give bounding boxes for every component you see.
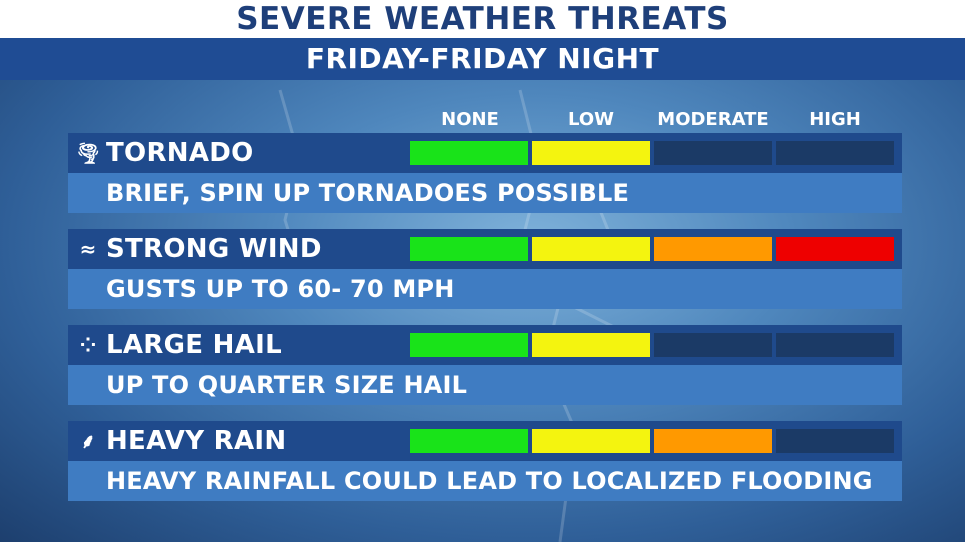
threat-meter: [410, 429, 894, 453]
threat-row-strong-wind: ≈ STRONG WIND GUSTS UP TO 60- 70 MPH: [68, 229, 902, 311]
meter-segment-none: [410, 237, 528, 261]
meter-segment-low: [532, 429, 650, 453]
threat-description-bar: BRIEF, SPIN UP TORNADOES POSSIBLE: [68, 173, 902, 213]
level-legend: NONE LOW MODERATE HIGH: [0, 108, 965, 132]
meter-segment-moderate: [654, 333, 772, 357]
threat-name: STRONG WIND: [106, 234, 322, 264]
level-label-none: NONE: [441, 109, 499, 130]
meter-segment-low: [532, 237, 650, 261]
threat-meter: [410, 333, 894, 357]
threat-description: UP TO QUARTER SIZE HAIL: [106, 371, 468, 399]
meter-segment-high: [776, 429, 894, 453]
meter-segment-high: [776, 141, 894, 165]
level-label-high: HIGH: [809, 109, 861, 130]
meter-segment-none: [410, 333, 528, 357]
hail-icon: ⁘: [79, 333, 97, 357]
threat-description-bar: HEAVY RAINFALL COULD LEAD TO LOCALIZED F…: [68, 461, 902, 501]
page-title: SEVERE WEATHER THREATS: [236, 1, 729, 37]
threat-description-bar: GUSTS UP TO 60- 70 MPH: [68, 269, 902, 309]
meter-segment-high: [776, 333, 894, 357]
wind-icon: ≈: [79, 237, 97, 261]
meter-segment-high: [776, 237, 894, 261]
threat-header: ⸙ HEAVY RAIN: [68, 421, 902, 461]
threat-name: TORNADO: [106, 138, 254, 168]
threat-description: GUSTS UP TO 60- 70 MPH: [106, 275, 455, 303]
threat-header: ≈ STRONG WIND: [68, 229, 902, 269]
subtitle-banner: FRIDAY-FRIDAY NIGHT: [0, 38, 965, 80]
threat-row-tornado: 🌪 TORNADO BRIEF, SPIN UP TORNADOES POSSI…: [68, 133, 902, 215]
level-label-low: LOW: [568, 109, 614, 130]
threat-name: HEAVY RAIN: [106, 426, 287, 456]
level-label-moderate: MODERATE: [657, 109, 769, 130]
meter-segment-none: [410, 429, 528, 453]
meter-segment-moderate: [654, 429, 772, 453]
threat-meter: [410, 237, 894, 261]
threat-header: 🌪 TORNADO: [68, 133, 902, 173]
meter-segment-moderate: [654, 141, 772, 165]
page-subtitle: FRIDAY-FRIDAY NIGHT: [305, 42, 660, 75]
meter-segment-low: [532, 141, 650, 165]
threat-header: ⁘ LARGE HAIL: [68, 325, 902, 365]
meter-segment-low: [532, 333, 650, 357]
threat-name: LARGE HAIL: [106, 330, 282, 360]
title-banner: SEVERE WEATHER THREATS: [0, 0, 965, 38]
tornado-icon: 🌪: [75, 141, 101, 165]
threat-meter: [410, 141, 894, 165]
threat-row-heavy-rain: ⸙ HEAVY RAIN HEAVY RAINFALL COULD LEAD T…: [68, 421, 902, 503]
meter-segment-moderate: [654, 237, 772, 261]
meter-segment-none: [410, 141, 528, 165]
threat-row-large-hail: ⁘ LARGE HAIL UP TO QUARTER SIZE HAIL: [68, 325, 902, 407]
rain-icon: ⸙: [80, 429, 96, 453]
threat-description: HEAVY RAINFALL COULD LEAD TO LOCALIZED F…: [106, 467, 873, 495]
threat-description: BRIEF, SPIN UP TORNADOES POSSIBLE: [106, 179, 630, 207]
threat-description-bar: UP TO QUARTER SIZE HAIL: [68, 365, 902, 405]
